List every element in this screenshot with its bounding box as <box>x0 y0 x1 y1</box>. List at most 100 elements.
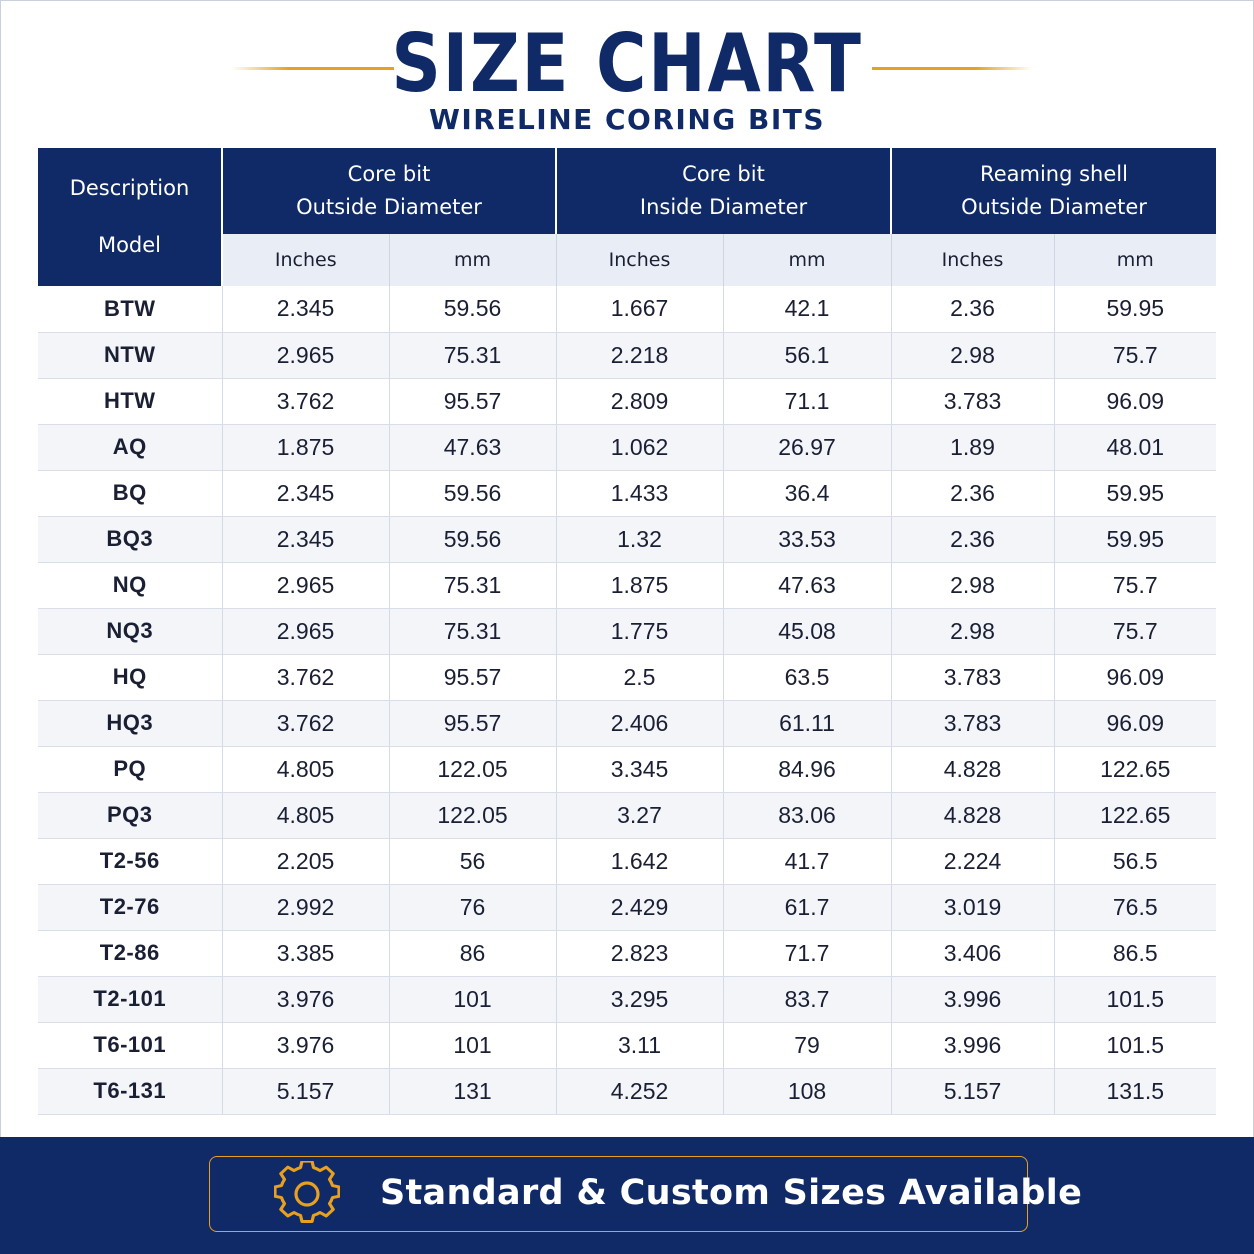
table-row: NQ 2.965 75.31 1.875 47.63 2.98 75.7 <box>38 562 1216 609</box>
value-cell: 1.875 <box>222 424 390 471</box>
value-cell: 2.36 <box>891 286 1055 333</box>
value-cell: 42.1 <box>723 286 892 333</box>
value-cell: 2.345 <box>222 470 390 517</box>
value-cell: 2.224 <box>891 838 1055 885</box>
value-cell: 2.5 <box>556 654 724 701</box>
value-cell: 47.63 <box>389 424 557 471</box>
table-row: AQ 1.875 47.63 1.062 26.97 1.89 48.01 <box>38 424 1216 471</box>
value-cell: 4.252 <box>556 1068 724 1115</box>
value-cell: 59.95 <box>1054 286 1216 333</box>
value-cell: 1.875 <box>556 562 724 609</box>
value-cell: 2.205 <box>222 838 390 885</box>
title-rule-right <box>872 67 1032 70</box>
table-row: BTW 2.345 59.56 1.667 42.1 2.36 59.95 <box>38 286 1216 333</box>
value-cell: 75.7 <box>1054 608 1216 655</box>
value-cell: 95.57 <box>389 700 557 747</box>
value-cell: 3.783 <box>891 378 1055 425</box>
value-cell: 75.31 <box>389 332 557 379</box>
group-header-core-od: Core bit Outside Diameter <box>222 148 557 234</box>
group-header-line: Inside Diameter <box>639 195 808 219</box>
value-cell: 86.5 <box>1054 930 1216 977</box>
page-title: SIZE CHART <box>391 17 863 110</box>
value-cell: 61.11 <box>723 700 892 747</box>
model-cell: T2-56 <box>38 838 223 885</box>
value-cell: 2.965 <box>222 608 390 655</box>
value-cell: 96.09 <box>1054 700 1216 747</box>
value-cell: 33.53 <box>723 516 892 563</box>
value-cell: 3.762 <box>222 700 390 747</box>
value-cell: 41.7 <box>723 838 892 885</box>
value-cell: 63.5 <box>723 654 892 701</box>
value-cell: 1.89 <box>891 424 1055 471</box>
title-rule-left <box>232 67 394 70</box>
group-header-line: Core bit <box>347 162 431 186</box>
value-cell: 56.5 <box>1054 838 1216 885</box>
value-cell: 2.809 <box>556 378 724 425</box>
value-cell: 3.385 <box>222 930 390 977</box>
value-cell: 108 <box>723 1068 892 1115</box>
value-cell: 2.345 <box>222 286 390 333</box>
value-cell: 122.65 <box>1054 792 1216 839</box>
group-header-reaming-od: Reaming shell Outside Diameter <box>891 148 1216 234</box>
value-cell: 3.996 <box>891 976 1055 1023</box>
value-cell: 96.09 <box>1054 654 1216 701</box>
value-cell: 59.56 <box>389 470 557 517</box>
model-cell: NQ <box>38 562 223 609</box>
value-cell: 5.157 <box>891 1068 1055 1115</box>
footer-banner: Standard & Custom Sizes Available <box>0 1137 1254 1254</box>
model-cell: T6-131 <box>38 1068 223 1115</box>
value-cell: 2.98 <box>891 608 1055 655</box>
model-cell: AQ <box>38 424 223 471</box>
value-cell: 75.31 <box>389 608 557 655</box>
group-header-line: Reaming shell <box>980 162 1128 186</box>
table-body: BTW 2.345 59.56 1.667 42.1 2.36 59.95 NTW 2.965 7… <box>38 286 1216 1115</box>
value-cell: 59.95 <box>1054 516 1216 563</box>
value-cell: 122.65 <box>1054 746 1216 793</box>
value-cell: 1.062 <box>556 424 724 471</box>
value-cell: 3.019 <box>891 884 1055 931</box>
table-row: NQ3 2.965 75.31 1.775 45.08 2.98 75.7 <box>38 608 1216 655</box>
description-model-header: Description Model <box>38 148 223 286</box>
value-cell: 84.96 <box>723 746 892 793</box>
model-cell: HTW <box>38 378 223 425</box>
value-cell: 1.433 <box>556 470 724 517</box>
table-row: T2-86 3.385 86 2.823 71.7 3.406 86.5 <box>38 930 1216 977</box>
table-row: T2-101 3.976 101 3.295 83.7 3.996 101.5 <box>38 976 1216 1023</box>
model-cell: T2-101 <box>38 976 223 1023</box>
value-cell: 3.345 <box>556 746 724 793</box>
value-cell: 4.828 <box>891 746 1055 793</box>
table-row: T6-101 3.976 101 3.11 79 3.996 101.5 <box>38 1022 1216 1069</box>
value-cell: 71.1 <box>723 378 892 425</box>
value-cell: 96.09 <box>1054 378 1216 425</box>
value-cell: 131 <box>389 1068 557 1115</box>
footer-pill: Standard & Custom Sizes Available <box>209 1156 1082 1232</box>
unit-header: mm <box>389 234 557 286</box>
table-row: NTW 2.965 75.31 2.218 56.1 2.98 75.7 <box>38 332 1216 379</box>
value-cell: 36.4 <box>723 470 892 517</box>
value-cell: 61.7 <box>723 884 892 931</box>
value-cell: 59.56 <box>389 286 557 333</box>
value-cell: 2.98 <box>891 562 1055 609</box>
value-cell: 86 <box>389 930 557 977</box>
value-cell: 75.7 <box>1054 332 1216 379</box>
value-cell: 95.57 <box>389 654 557 701</box>
value-cell: 4.828 <box>891 792 1055 839</box>
model-label: Model <box>97 233 162 257</box>
group-header-core-id: Core bit Inside Diameter <box>556 148 892 234</box>
value-cell: 1.642 <box>556 838 724 885</box>
value-cell: 101 <box>389 976 557 1023</box>
value-cell: 3.27 <box>556 792 724 839</box>
value-cell: 3.11 <box>556 1022 724 1069</box>
model-cell: T2-86 <box>38 930 223 977</box>
size-table: Description Model Core bit Outside Diame… <box>38 148 1216 1115</box>
table-row: HQ3 3.762 95.57 2.406 61.11 3.783 96.09 <box>38 700 1216 747</box>
model-cell: T6-101 <box>38 1022 223 1069</box>
value-cell: 2.218 <box>556 332 724 379</box>
group-header-line: Outside Diameter <box>961 195 1147 219</box>
value-cell: 122.05 <box>389 746 557 793</box>
group-header-line: Core bit <box>682 162 765 186</box>
table-row: T2-56 2.205 56 1.642 41.7 2.224 56.5 <box>38 838 1216 885</box>
value-cell: 2.36 <box>891 516 1055 563</box>
value-cell: 71.7 <box>723 930 892 977</box>
value-cell: 3.976 <box>222 976 390 1023</box>
